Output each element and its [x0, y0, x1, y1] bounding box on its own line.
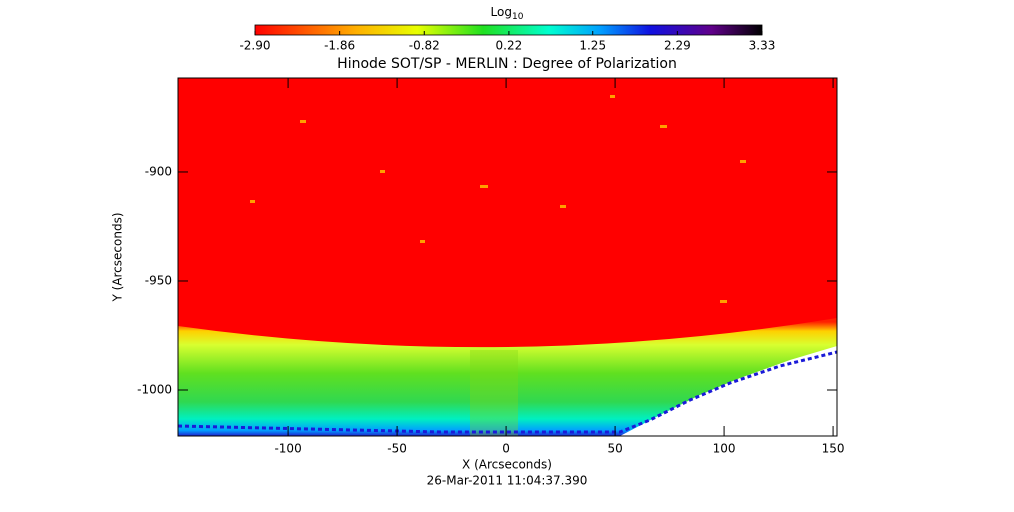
x-tick-label: 100 — [713, 442, 736, 456]
y-tick-label: -900 — [145, 164, 172, 178]
y-tick-label: -950 — [145, 273, 172, 287]
x-tick-label: -100 — [274, 442, 301, 456]
x-tick-label: 150 — [822, 442, 845, 456]
colorbar-label-base: Log — [491, 5, 512, 19]
colorbar-tick-label: -2.90 — [239, 39, 270, 53]
x-tick-label: 0 — [502, 442, 510, 456]
colorbar-label: Log10 — [491, 5, 524, 22]
y-tick-label: -1000 — [137, 382, 172, 396]
colorbar-tick-label: 1.25 — [579, 39, 606, 53]
colorbar-tick-label: 0.22 — [496, 39, 523, 53]
solar-image — [178, 78, 837, 436]
chart-title: Hinode SOT/SP - MERLIN : Degree of Polar… — [337, 56, 677, 72]
x-axis-label: X (Arcseconds) — [462, 458, 552, 472]
colorbar-tick-label: 2.29 — [664, 39, 691, 53]
x-tick-label: 50 — [607, 442, 622, 456]
y-axis-label: Y (Arcseconds) — [111, 212, 125, 302]
plot-frame — [177, 77, 838, 437]
colorbar-label-subscript: 10 — [512, 12, 524, 22]
x-tick-label: -50 — [387, 442, 407, 456]
colorbar-tick-label: 3.33 — [749, 39, 776, 53]
colorbar-tick-label: -0.82 — [409, 39, 440, 53]
footer-date: 26-Mar-2011 11:04:37.390 — [427, 474, 588, 488]
colorbar-tick-label: -1.86 — [324, 39, 355, 53]
